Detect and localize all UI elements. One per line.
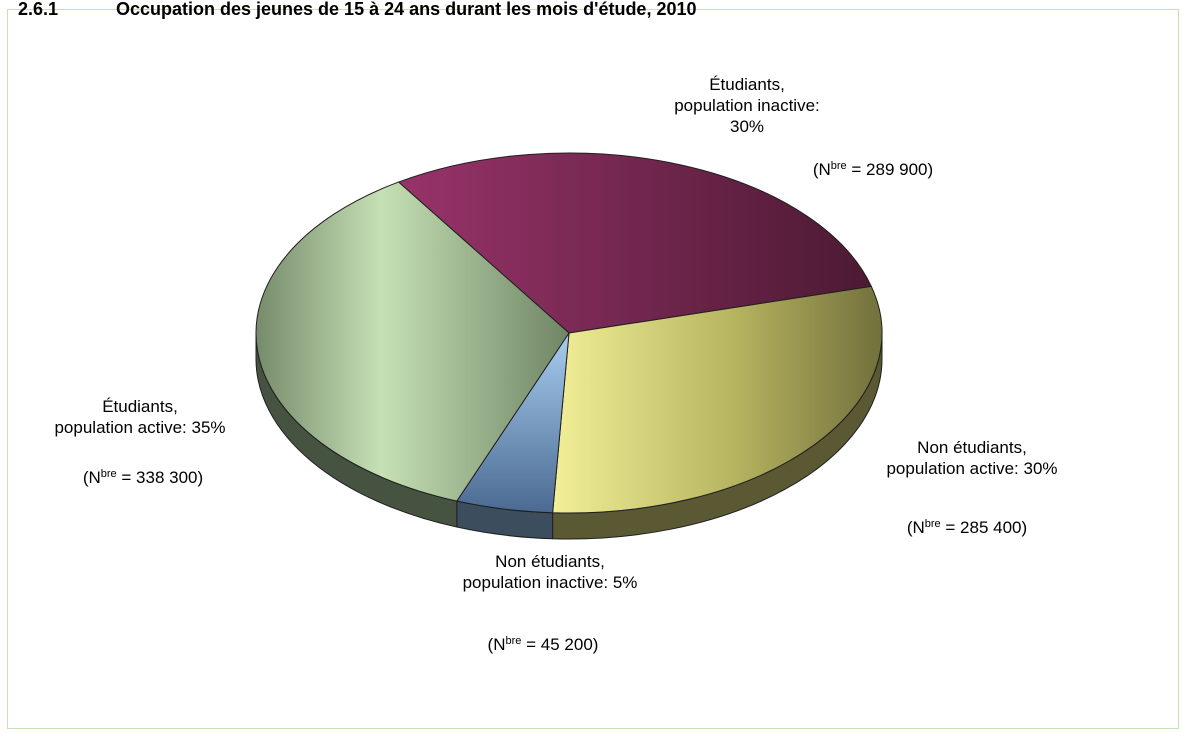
chart-frame: 2.6.1 Occupation des jeunes de 15 à 24 an… [7,0,1179,729]
chart-title-text: Occupation des jeunes de 15 à 24 ans dur… [116,0,697,19]
slice-label-etudiants-active: Étudiants, population active: 35% [54,397,226,437]
slice-count-etudiants-inactive: (Nbre = 289 900) [812,160,934,179]
slice-label-etudiants-inactive: Étudiants, population inactive: 30% [674,75,820,136]
slice-label-non-etudiants-inactive: Non étudiants, population inactive: 5% [462,552,638,592]
chart-title: 2.6.1 Occupation des jeunes de 15 à 24 an… [18,0,697,19]
slice-count-non-etudiants-inactive: (Nbre = 45 200) [487,635,599,654]
pie-slices [255,152,883,514]
slice-label-non-etudiants-active: Non étudiants, population active: 30% [886,438,1058,478]
slice-etudiants-active [255,181,570,502]
slice-count-etudiants-active: (Nbre = 338 300) [82,468,204,487]
slice-count-non-etudiants-active: (Nbre = 285 400) [906,518,1028,537]
slice-non-etudiants-active [552,285,883,514]
chart-title-number: 2.6.1 [18,0,59,19]
slice-etudiants-inactive [397,152,873,334]
